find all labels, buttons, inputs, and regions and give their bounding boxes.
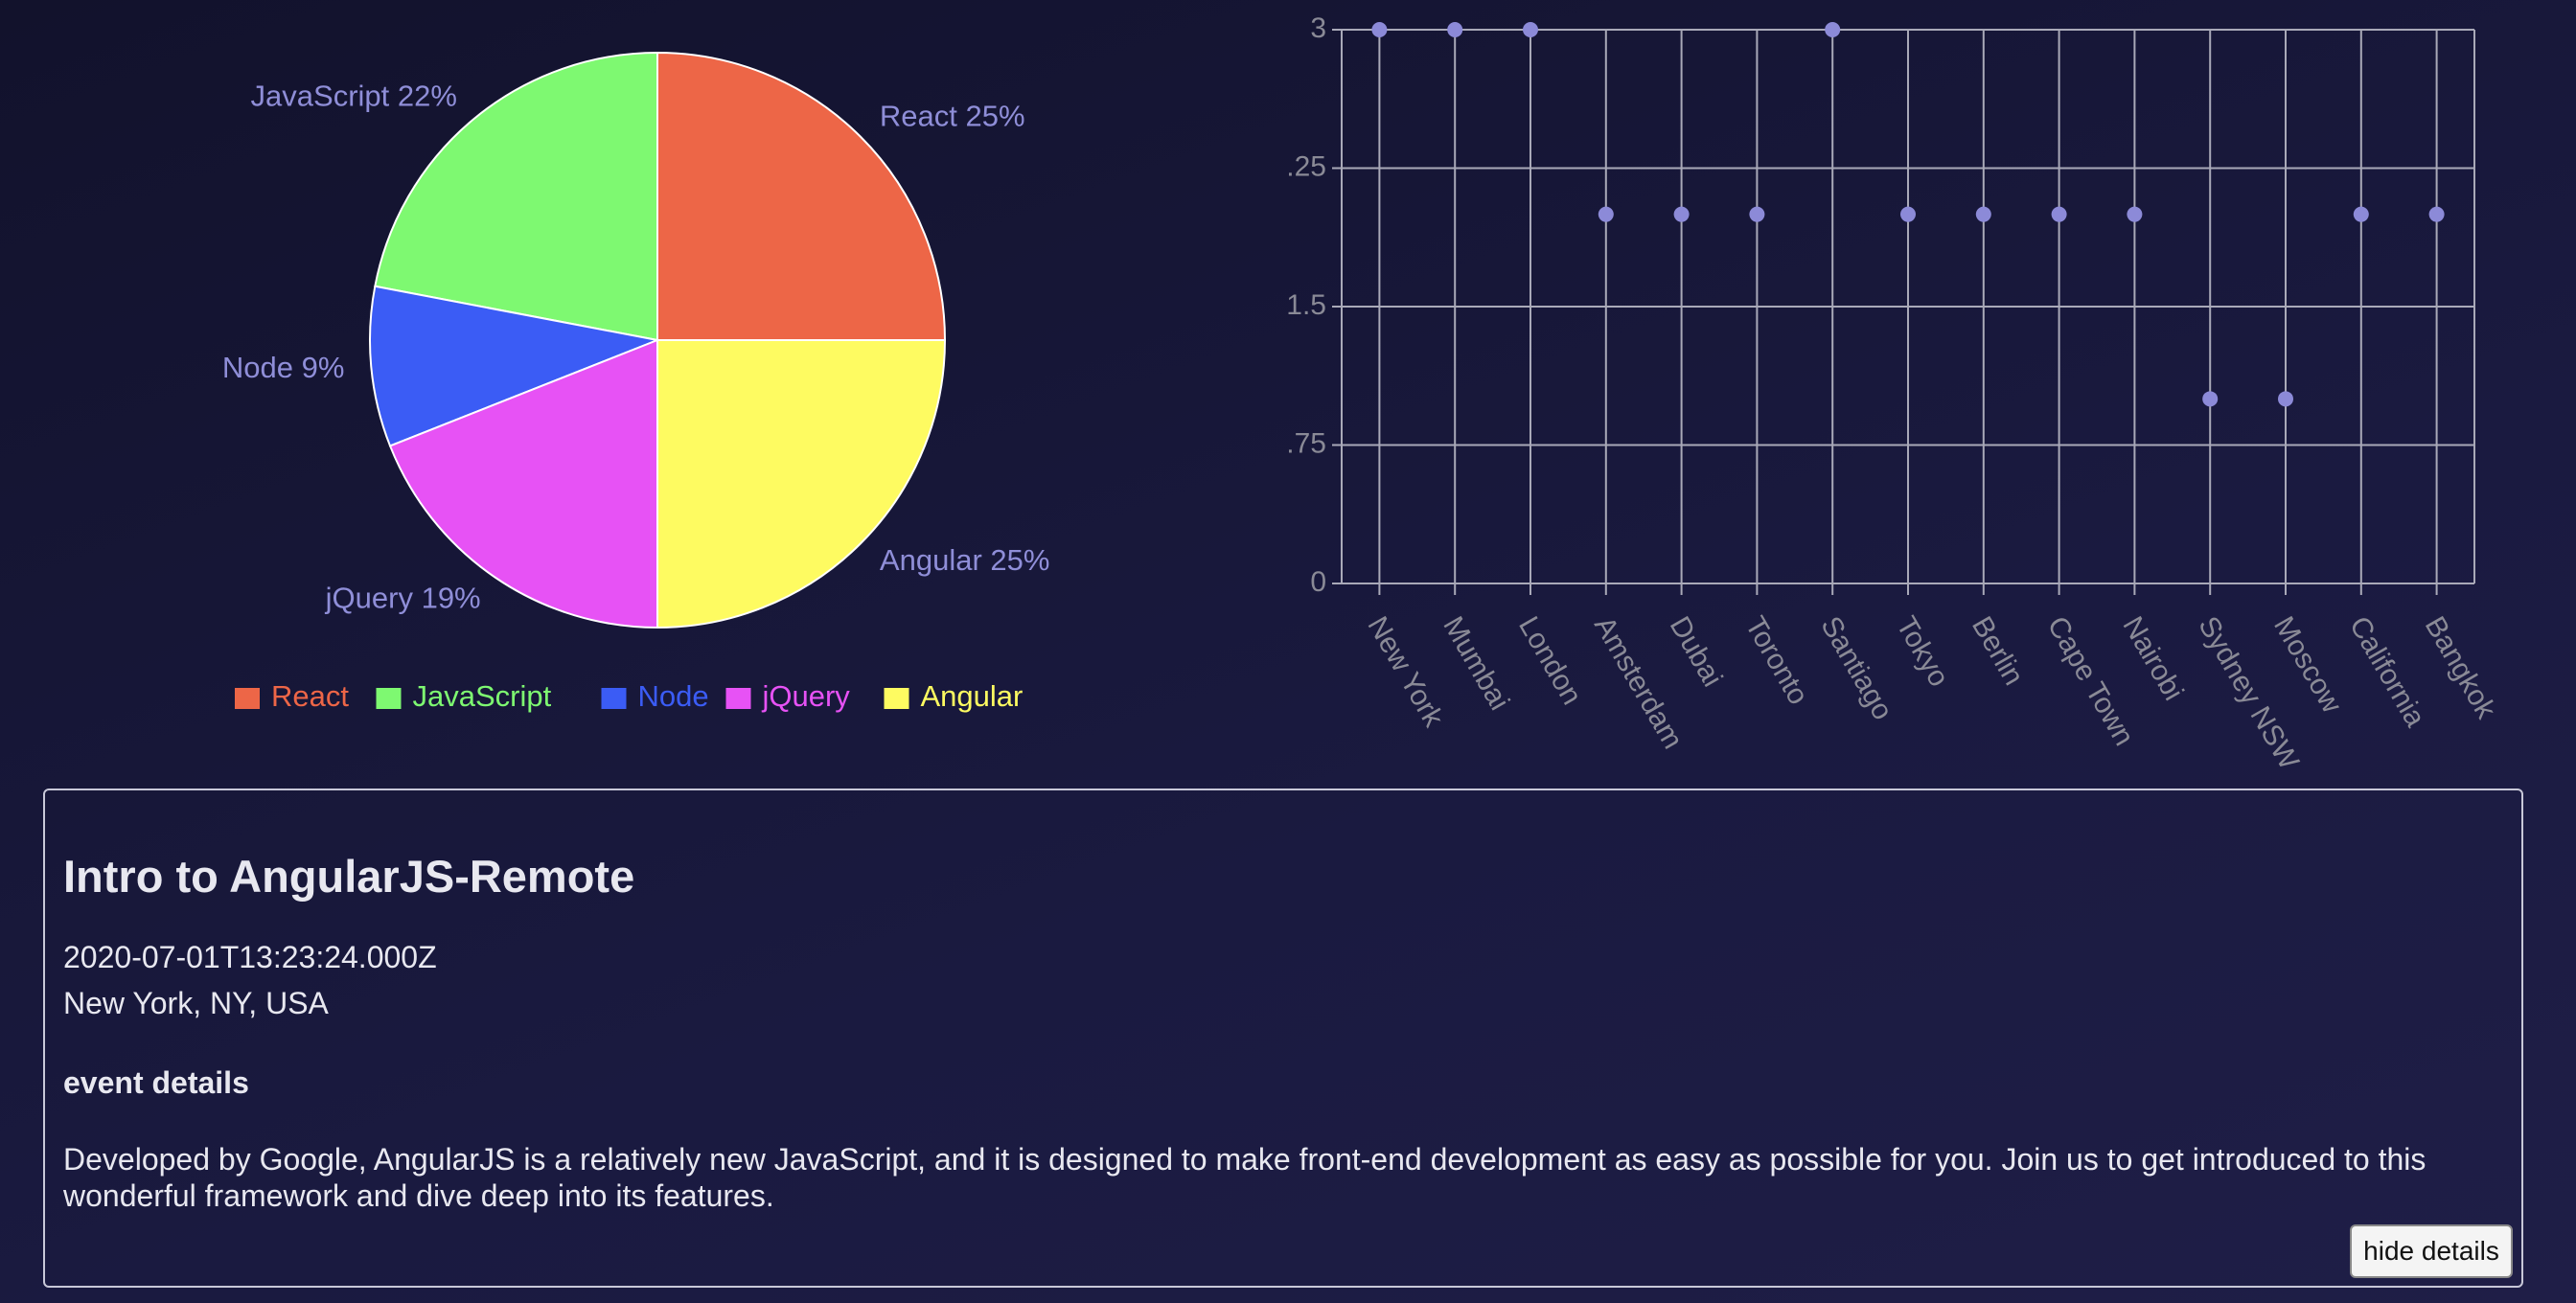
event-description: Developed by Google, AngularJS is a rela…: [63, 1142, 2426, 1213]
y-tick-label: 0: [1310, 566, 1326, 598]
data-point: [1900, 206, 1916, 222]
pie-label: JavaScript 22%: [251, 79, 457, 112]
x-tick-label: Mumbai: [1437, 611, 1515, 716]
pie-slice: [656, 339, 947, 629]
y-tick-label: 1.5: [1286, 289, 1326, 321]
data-point: [2278, 391, 2293, 407]
pie-label: Angular 25%: [880, 543, 1050, 577]
event-location: New York, NY, USA: [63, 986, 329, 1020]
x-tick-label: Bangkok: [2419, 611, 2502, 724]
event-card: Intro to AngularJS-Remote 2020-07-01T13:…: [43, 789, 2523, 1288]
legend-label: Node: [638, 679, 709, 713]
pie-label: Node 9%: [222, 351, 345, 384]
y-tick-label: 3: [1310, 12, 1326, 44]
x-tick-label: California: [2343, 611, 2431, 733]
data-point: [1447, 22, 1463, 37]
pie-slice: [388, 338, 658, 629]
legend-swatch: [376, 688, 402, 709]
legend-swatch: [884, 688, 909, 709]
data-point: [2428, 206, 2445, 222]
legend-swatch: [601, 688, 627, 709]
pie-slice: [656, 51, 947, 341]
pie-label: jQuery 19%: [325, 581, 481, 614]
legend-label: Angular: [921, 679, 1024, 713]
legend-label: JavaScript: [413, 679, 552, 713]
data-point: [1749, 206, 1765, 222]
x-tick-label: New York: [1361, 611, 1449, 733]
x-tick-label: Toronto: [1738, 611, 1814, 710]
x-tick-label: Berlin: [1966, 611, 2030, 691]
data-point: [1673, 206, 1690, 222]
data-point: [1371, 22, 1388, 37]
charts: React 25% JavaScript 22% Node 9% jQuery 19%…: [222, 12, 2502, 776]
pie-label: React 25%: [880, 99, 1025, 132]
data-point: [1975, 206, 1991, 222]
data-point: [2051, 206, 2067, 222]
data-point: [1523, 22, 1538, 37]
x-tick-label: Moscow: [2267, 611, 2348, 719]
x-tick-label: Dubai: [1664, 611, 1729, 692]
legend-swatch: [235, 688, 260, 709]
x-tick-label: Santiago: [1814, 611, 1898, 725]
pie-slice: [374, 51, 658, 342]
data-point: [2353, 206, 2369, 222]
y-tick-label: .75: [1286, 427, 1326, 459]
legend-label: React: [271, 679, 349, 713]
data-point: [1825, 22, 1841, 37]
pie-slice: [369, 285, 661, 447]
data-point: [1598, 206, 1614, 222]
x-tick-label: Tokyo: [1890, 611, 1955, 692]
details-heading: event details: [63, 1065, 249, 1100]
legend-label: jQuery: [762, 679, 851, 713]
x-tick-label: London: [1512, 611, 1588, 710]
data-point: [2202, 391, 2219, 407]
event-title: Intro to AngularJS-Remote: [63, 851, 635, 902]
event-date: 2020-07-01T13:23:24.000Z: [63, 940, 437, 974]
data-point: [2127, 206, 2143, 222]
x-tick-label: Nairobi: [2116, 611, 2189, 706]
y-tick-label: .25: [1286, 150, 1326, 182]
hide-details-button[interactable]: hide details: [2350, 1224, 2513, 1278]
legend-swatch: [725, 688, 751, 709]
